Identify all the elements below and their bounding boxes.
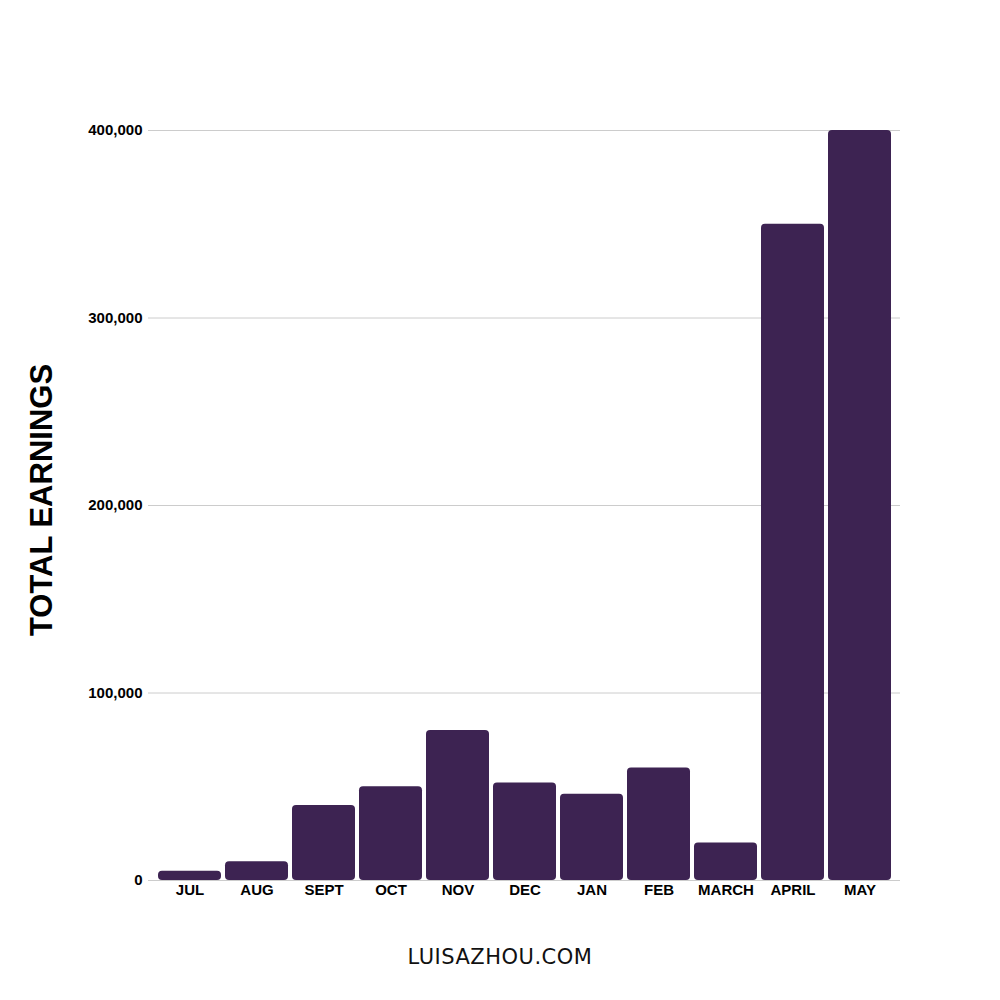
svg-text:MAY: MAY: [844, 881, 876, 898]
svg-text:SEPT: SEPT: [304, 881, 343, 898]
svg-text:300,000: 300,000: [88, 309, 142, 326]
svg-text:JAN: JAN: [577, 881, 607, 898]
svg-text:AUG: AUG: [240, 881, 273, 898]
svg-text:JUL: JUL: [176, 881, 204, 898]
svg-text:DEC: DEC: [509, 881, 541, 898]
svg-text:OCT: OCT: [375, 881, 407, 898]
svg-text:FEB: FEB: [644, 881, 674, 898]
svg-text:100,000: 100,000: [88, 684, 142, 701]
svg-text:0: 0: [134, 871, 142, 888]
svg-text:MARCH: MARCH: [698, 881, 754, 898]
html-text:TOTAL EARNINGS: TOTAL EARNINGS: [24, 363, 59, 637]
svg-text:APRIL: APRIL: [771, 881, 816, 898]
svg-text:200,000: 200,000: [88, 496, 142, 513]
svg-text:400,000: 400,000: [88, 121, 142, 138]
svg-text:NOV: NOV: [442, 881, 475, 898]
html-text:LUISAZHOU.COM: LUISAZHOU.COM: [407, 945, 593, 969]
